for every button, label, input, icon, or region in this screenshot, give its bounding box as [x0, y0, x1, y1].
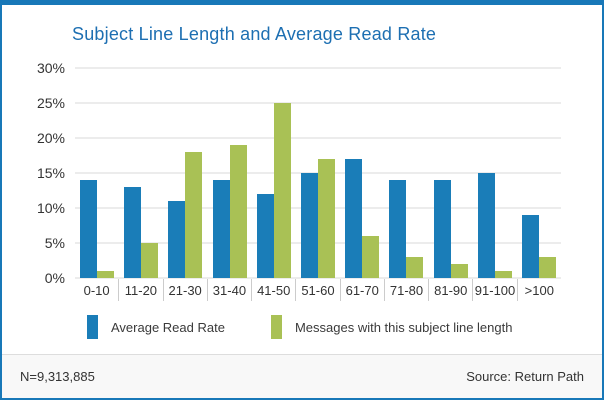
y-tick-label: 25%: [36, 95, 65, 111]
sample-size-label: N=9,313,885: [20, 369, 95, 384]
x-axis-labels: 0-10 11-20 21-30 31-40 41-50 51-60 61-70 71-80 8…: [75, 278, 561, 301]
bar: [406, 257, 424, 278]
bar: [433, 180, 451, 278]
y-axis: 0% 5% 10% 15% 20% 25% 30%: [18, 60, 75, 286]
source-label: Source: Return Path: [466, 369, 584, 384]
bar-group-61-70: [340, 68, 384, 278]
bar-group-81-90: [429, 68, 473, 278]
x-tick-label: 41-50: [251, 278, 295, 301]
x-axis: 0-10 11-20 21-30 31-40 41-50 51-60 61-70 71-80 8…: [18, 278, 561, 301]
chart-title: Subject Line Length and Average Read Rat…: [72, 24, 437, 44]
x-tick-label: 51-60: [295, 278, 339, 301]
plot-area: [75, 67, 561, 279]
bar-group-31-40: [208, 68, 252, 278]
x-tick-label: 11-20: [118, 278, 162, 301]
legend-item-messages: Messages with this subject line length: [270, 315, 513, 339]
bar-group-41-50: [252, 68, 296, 278]
x-tick-label: >100: [516, 278, 561, 301]
bar: [97, 271, 115, 278]
x-tick-label: 21-30: [162, 278, 207, 301]
bar: [362, 236, 380, 278]
bar: [521, 215, 539, 278]
bar: [345, 159, 363, 278]
bar: [185, 152, 203, 278]
bar: [80, 180, 98, 278]
bar: [168, 201, 186, 278]
bar: [212, 180, 230, 278]
legend-label-read-rate: Average Read Rate: [111, 319, 225, 335]
bar-group-11-20: [119, 68, 163, 278]
gridline: [75, 102, 561, 104]
y-tick-label: 5%: [44, 235, 65, 252]
y-tick-label: 20%: [36, 130, 65, 147]
x-tick-label: 91-100: [472, 278, 516, 301]
y-tick-label: 15%: [36, 165, 65, 181]
gridline: [75, 67, 561, 69]
bar: [301, 173, 319, 278]
x-tick-label: 0-10: [83, 283, 110, 298]
x-tick-label: 71-80: [383, 278, 428, 301]
legend-label-messages: Messages with this subject line length: [294, 319, 513, 335]
bar: [229, 145, 247, 278]
gridline: [75, 137, 561, 140]
bar-group->100: [517, 68, 561, 278]
chart-body: 0% 5% 10% 15% 20% 25% 30%: [18, 60, 561, 286]
legend-swatch-messages-icon: [270, 315, 282, 339]
x-tick-label: 81-90: [428, 278, 472, 301]
legend-item-read-rate: Average Read Rate: [87, 315, 225, 339]
gridline: [75, 277, 561, 279]
bar: [494, 271, 512, 278]
bar-group-21-30: [163, 68, 207, 278]
bar: [256, 194, 274, 278]
footer-bar: N=9,313,885 Source: Return Path: [2, 354, 602, 398]
bar-group-51-60: [296, 68, 340, 278]
bar-group-0-10: [75, 68, 119, 278]
legend-swatch-read-rate-icon: [87, 315, 98, 339]
y-tick-label: 10%: [36, 200, 65, 217]
bar: [141, 243, 159, 278]
bar: [273, 103, 291, 278]
bar: [538, 257, 556, 278]
y-tick-label: 30%: [36, 60, 65, 76]
bar: [124, 187, 142, 278]
legend: Average Read Rate Messages with this sub…: [87, 315, 602, 339]
bar: [389, 180, 407, 278]
bar-group-71-80: [384, 68, 428, 278]
y-tick-label: 0%: [44, 270, 65, 286]
bar: [450, 264, 468, 278]
x-tick-label: 31-40: [206, 278, 251, 301]
bar: [318, 159, 336, 278]
bar: [477, 173, 495, 278]
bar-groups: [75, 68, 561, 278]
x-tick-label: 61-70: [339, 278, 384, 301]
bar-group-91-100: [473, 68, 517, 278]
